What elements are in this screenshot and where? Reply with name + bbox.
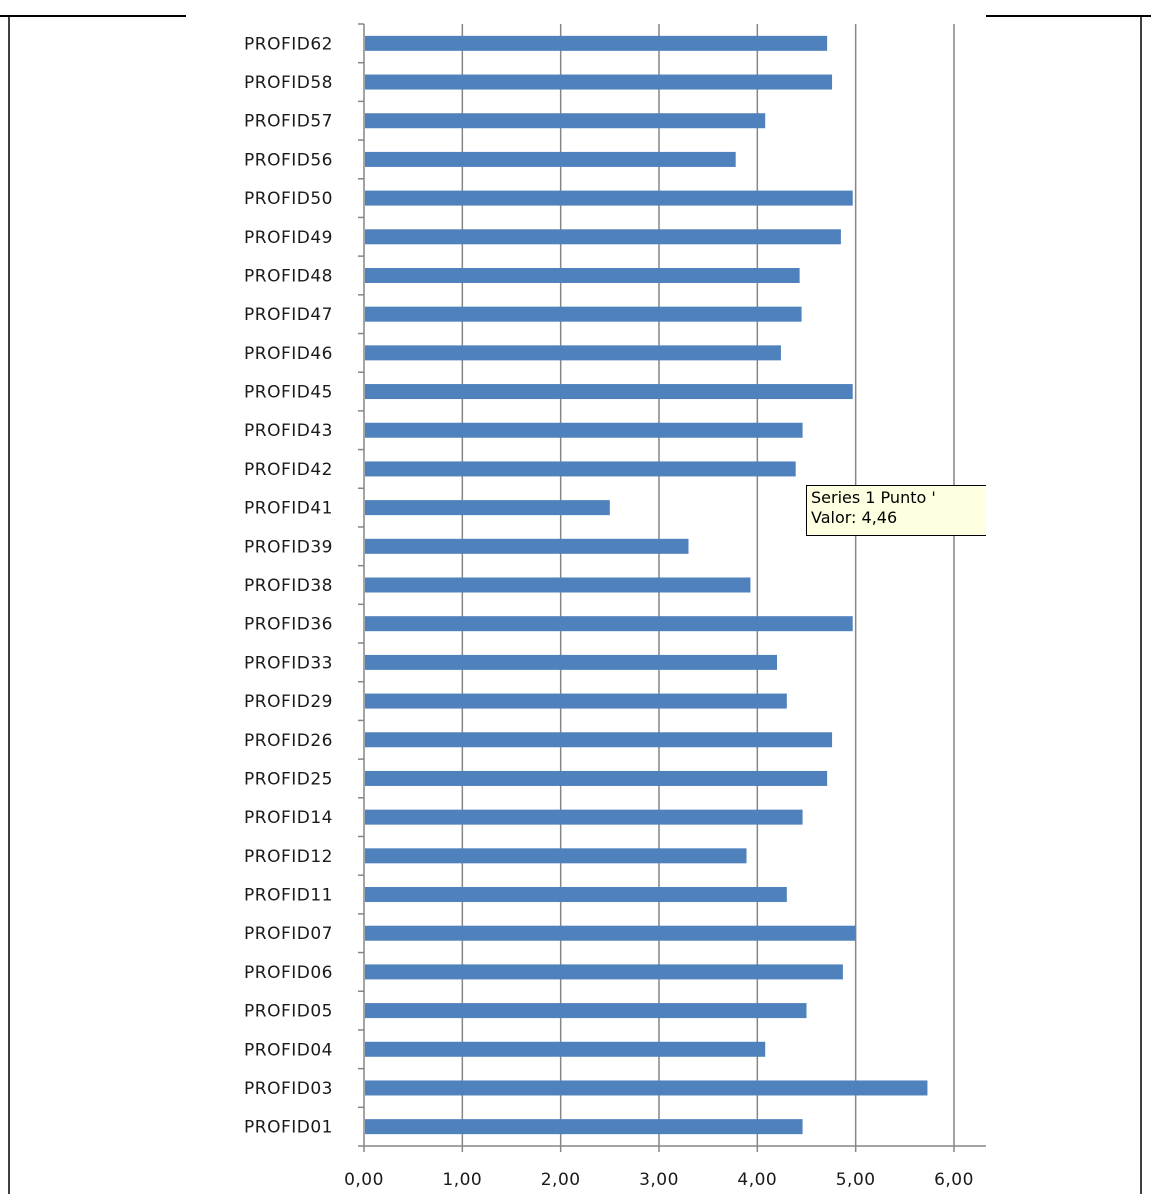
bar[interactable]: [365, 306, 802, 322]
bar[interactable]: [365, 151, 736, 167]
category-label: PROFID26: [244, 731, 333, 751]
x-tick-label: 0,00: [344, 1170, 384, 1190]
x-tick-label: 2,00: [541, 1170, 581, 1190]
tooltip-value: Valor: 4,46: [811, 508, 898, 527]
bar[interactable]: [365, 732, 833, 748]
x-tick-label: 1,00: [442, 1170, 482, 1190]
bar[interactable]: [365, 577, 751, 593]
category-label: PROFID49: [244, 228, 333, 248]
x-tick-label: 3,00: [639, 1170, 679, 1190]
bar[interactable]: [365, 267, 800, 283]
category-label: PROFID39: [244, 537, 333, 557]
bar[interactable]: [365, 693, 787, 709]
bar[interactable]: [365, 461, 796, 477]
tick-labels: 0,00 1,00 2,00 3,00 4,00 5,00 6,00: [344, 1170, 974, 1190]
bar[interactable]: [365, 848, 747, 864]
tooltip-series-point: Series 1 Punto ': [811, 488, 936, 507]
bar[interactable]: [365, 113, 766, 129]
category-label: PROFID03: [244, 1079, 333, 1099]
category-label: PROFID05: [244, 1002, 333, 1022]
x-tick-label: 5,00: [836, 1170, 876, 1190]
category-label: PROFID41: [244, 499, 333, 519]
bar[interactable]: [365, 422, 803, 438]
category-label: PROFID45: [244, 383, 333, 403]
category-label: PROFID48: [244, 266, 333, 286]
category-label: PROFID25: [244, 769, 333, 789]
bar[interactable]: [365, 770, 828, 786]
category-label: PROFID47: [244, 305, 333, 325]
axes: [358, 23, 986, 1152]
bar[interactable]: [365, 809, 803, 825]
category-label: PROFID06: [244, 963, 333, 983]
category-label: PROFID04: [244, 1040, 333, 1060]
bar[interactable]: [365, 35, 828, 51]
bar[interactable]: [365, 1080, 928, 1096]
bar[interactable]: [365, 887, 787, 903]
category-label: PROFID29: [244, 692, 333, 712]
category-label: PROFID43: [244, 421, 333, 441]
bar[interactable]: [365, 1003, 807, 1019]
bar[interactable]: [365, 345, 781, 361]
bar[interactable]: [365, 190, 853, 206]
category-label: PROFID46: [244, 344, 333, 364]
bar[interactable]: [365, 925, 856, 941]
x-tick-label: 4,00: [737, 1170, 777, 1190]
category-label: PROFID62: [244, 34, 333, 54]
bar[interactable]: [365, 384, 853, 400]
category-label: PROFID33: [244, 653, 333, 673]
category-label: PROFID01: [244, 1118, 333, 1138]
bar[interactable]: [365, 1041, 766, 1057]
bar[interactable]: [365, 538, 689, 554]
bar[interactable]: [365, 500, 610, 516]
category-label: PROFID42: [244, 460, 333, 480]
bar[interactable]: [365, 74, 833, 90]
bar[interactable]: [365, 654, 777, 670]
category-label: PROFID36: [244, 615, 333, 635]
x-tick-label: 6,00: [934, 1170, 974, 1190]
bar[interactable]: [365, 616, 853, 632]
category-label: PROFID12: [244, 847, 333, 867]
category-label: PROFID58: [244, 73, 333, 93]
bar[interactable]: [365, 229, 841, 245]
data-tooltip: Series 1 Punto ' Valor: 4,46: [806, 485, 986, 536]
category-label: PROFID57: [244, 112, 333, 132]
category-label: PROFID11: [244, 886, 333, 906]
category-label: PROFID56: [244, 150, 333, 170]
bar[interactable]: [365, 1119, 803, 1135]
category-label: PROFID07: [244, 924, 333, 944]
bar[interactable]: [365, 964, 843, 980]
category-label: PROFID14: [244, 808, 333, 828]
bars: [365, 35, 928, 1135]
category-labels: PROFID62 PROFID58 PROFID57 PROFID56 PROFID50…: [244, 34, 333, 1138]
category-label: PROFID38: [244, 576, 333, 596]
category-label: PROFID50: [244, 189, 333, 209]
